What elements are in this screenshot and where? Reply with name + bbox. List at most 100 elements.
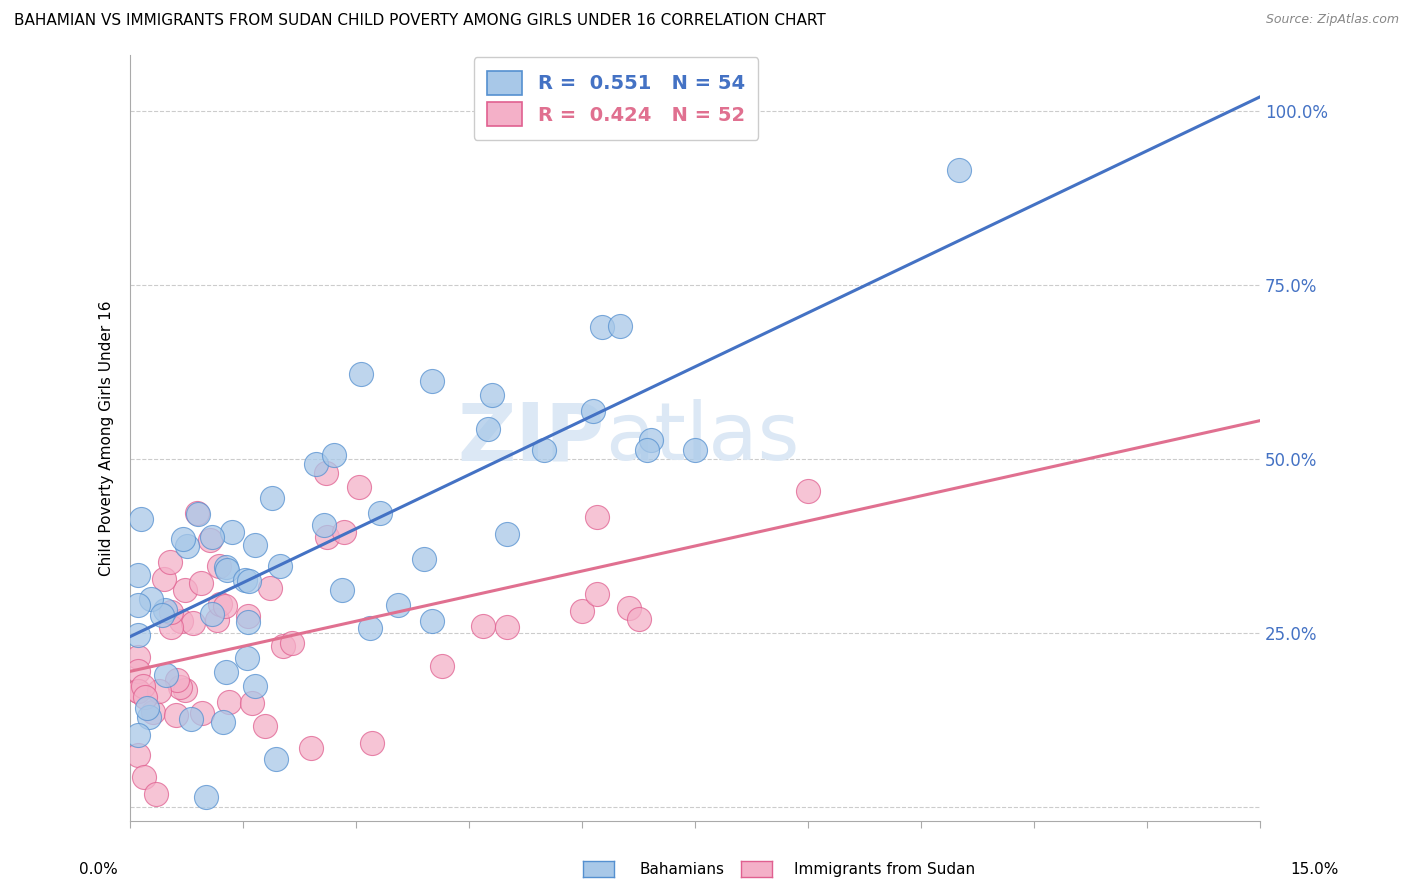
Point: [134, 690, 156, 704]
Point: [132, 770, 155, 784]
Point: [127, 683, 149, 698]
Point: [253, 719, 276, 733]
Point: [413, 552, 436, 566]
Text: ZIP: ZIP: [457, 399, 605, 477]
Point: [233, 573, 256, 587]
Point: [166, 673, 188, 687]
Point: [142, 705, 165, 719]
Point: [280, 636, 302, 650]
Point: [571, 603, 593, 617]
Point: [496, 526, 519, 541]
Point: [368, 506, 391, 520]
Text: BAHAMIAN VS IMMIGRANTS FROM SUDAN CHILD POVERTY AMONG GIRLS UNDER 16 CORRELATION: BAHAMIAN VS IMMIGRANTS FROM SUDAN CHILD …: [14, 13, 825, 29]
Point: [187, 508, 209, 522]
Point: [609, 319, 631, 334]
Point: [170, 615, 193, 629]
Point: [299, 741, 322, 756]
Point: [159, 620, 181, 634]
Point: [387, 599, 409, 613]
Point: [218, 695, 240, 709]
Point: [797, 483, 820, 498]
Point: [347, 480, 370, 494]
Point: [201, 607, 224, 621]
Point: [190, 575, 212, 590]
Point: [127, 747, 149, 762]
Point: [260, 491, 283, 505]
Point: [586, 587, 609, 601]
Point: [172, 533, 194, 547]
Point: [153, 603, 176, 617]
Point: [305, 457, 328, 471]
Point: [195, 790, 218, 805]
Point: [238, 574, 260, 588]
Point: [127, 568, 149, 582]
Point: [127, 598, 149, 612]
Point: [636, 443, 658, 458]
Point: [173, 583, 195, 598]
Point: [586, 510, 609, 524]
Point: [148, 683, 170, 698]
Point: [269, 558, 291, 573]
Point: [127, 728, 149, 742]
Point: [155, 667, 177, 681]
Y-axis label: Child Poverty Among Girls Under 16: Child Poverty Among Girls Under 16: [100, 301, 114, 576]
Point: [205, 613, 228, 627]
Point: [136, 701, 159, 715]
Point: [235, 650, 257, 665]
Text: 0.0%: 0.0%: [79, 863, 118, 877]
Point: [201, 530, 224, 544]
Point: [208, 597, 231, 611]
Point: [153, 572, 176, 586]
Point: [495, 619, 517, 633]
Point: [591, 320, 613, 334]
Point: [212, 714, 235, 729]
Point: [215, 665, 238, 679]
Point: [333, 524, 356, 539]
Point: [683, 443, 706, 458]
Point: [264, 752, 287, 766]
Point: [330, 582, 353, 597]
Point: [215, 559, 238, 574]
Point: [640, 433, 662, 447]
Point: [127, 649, 149, 664]
Text: Bahamians: Bahamians: [640, 863, 724, 877]
Point: [132, 679, 155, 693]
Point: [315, 466, 337, 480]
Point: [422, 375, 444, 389]
Point: [316, 530, 339, 544]
Point: [129, 512, 152, 526]
Point: [243, 539, 266, 553]
Point: [432, 659, 454, 673]
Point: [582, 404, 605, 418]
Text: atlas: atlas: [605, 399, 799, 477]
Point: [323, 449, 346, 463]
Legend: R =  0.551   N = 54, R =  0.424   N = 52: R = 0.551 N = 54, R = 0.424 N = 52: [474, 57, 758, 140]
Point: [208, 559, 231, 574]
Point: [127, 628, 149, 642]
Point: [139, 591, 162, 606]
Point: [477, 422, 499, 436]
Point: [127, 683, 149, 698]
Point: [174, 682, 197, 697]
Point: [245, 679, 267, 693]
Point: [236, 615, 259, 630]
Point: [314, 518, 336, 533]
Point: [617, 601, 640, 615]
Point: [186, 506, 208, 520]
Text: 15.0%: 15.0%: [1291, 863, 1339, 877]
Point: [221, 524, 243, 539]
Point: [259, 582, 281, 596]
Point: [472, 619, 495, 633]
Point: [236, 608, 259, 623]
Point: [145, 787, 167, 801]
Point: [159, 606, 181, 620]
Point: [359, 621, 381, 635]
Point: [481, 388, 503, 402]
Point: [271, 639, 294, 653]
Point: [180, 712, 202, 726]
Point: [361, 736, 384, 750]
Point: [198, 533, 221, 547]
Point: [240, 696, 263, 710]
Point: [165, 708, 187, 723]
Point: [183, 615, 205, 630]
